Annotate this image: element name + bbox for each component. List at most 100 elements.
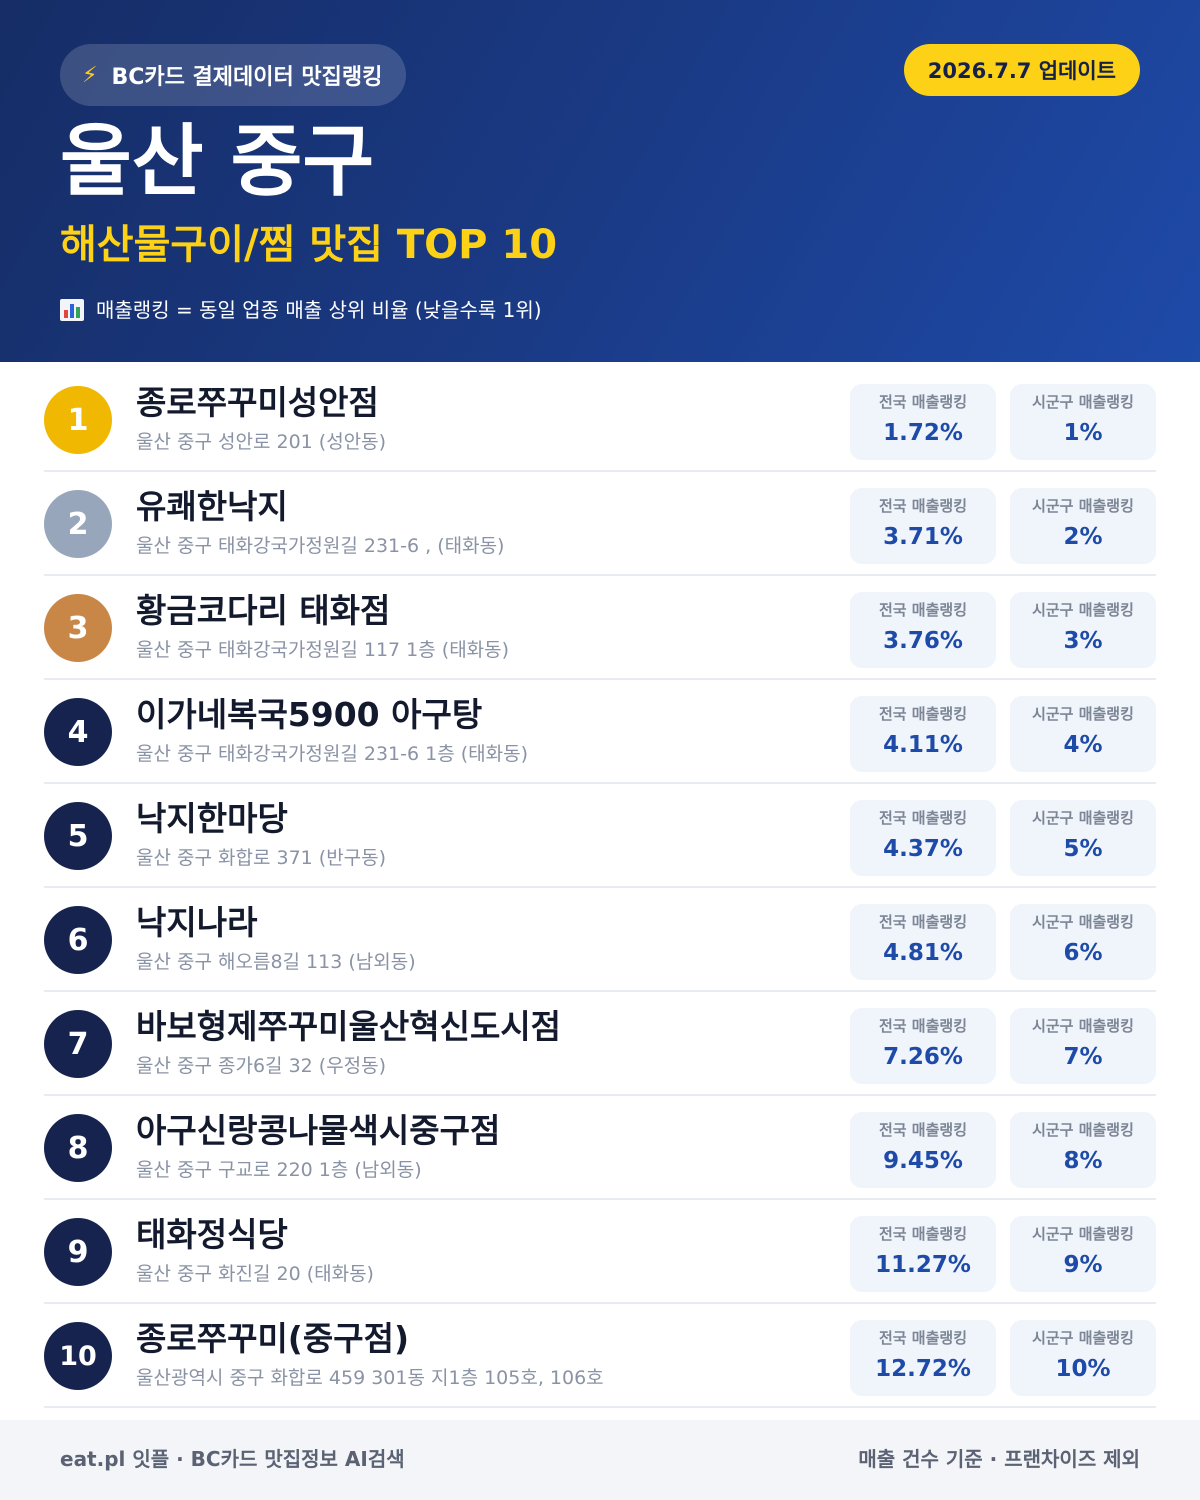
- local-ranking-value: 8%: [1063, 1148, 1103, 1174]
- restaurant-name[interactable]: 낙지한마당: [136, 799, 288, 838]
- update-date-badge: 2026.7.7 업데이트: [903, 44, 1140, 96]
- national-ranking-card: 전국 매출랭킹 1.72%: [850, 384, 996, 460]
- local-ranking-label: 시군구 매출랭킹: [1032, 1017, 1134, 1035]
- list-item[interactable]: 3 황금코다리 태화점 울산 중구 태화강국가정원길 117 1층 (태화동) 전국 …: [44, 576, 1156, 680]
- national-ranking-card: 전국 매출랭킹 9.45%: [850, 1112, 996, 1188]
- local-ranking-card: 시군구 매출랭킹 1%: [1010, 384, 1156, 460]
- local-ranking-label: 시군구 매출랭킹: [1032, 393, 1134, 411]
- local-ranking-label: 시군구 매출랭킹: [1032, 705, 1134, 723]
- rank-badge: 6: [44, 906, 112, 974]
- bar-chart-icon: [60, 299, 84, 321]
- region-title: 울산 중구: [60, 117, 375, 207]
- rank-badge: 4: [44, 698, 112, 766]
- national-ranking-card: 전국 매출랭킹 12.72%: [850, 1320, 996, 1396]
- local-ranking-card: 시군구 매출랭킹 5%: [1010, 800, 1156, 876]
- header-banner: ⚡ BC카드 결제데이터 맛집랭킹 2026.7.7 업데이트 울산 중구 해산…: [0, 0, 1200, 362]
- national-ranking-value: 3.71%: [883, 524, 963, 550]
- local-ranking-value: 6%: [1063, 940, 1103, 966]
- national-ranking-label: 전국 매출랭킹: [878, 1329, 968, 1347]
- national-ranking-card: 전국 매출랭킹 4.81%: [850, 904, 996, 980]
- national-ranking-label: 전국 매출랭킹: [878, 601, 968, 619]
- local-ranking-card: 시군구 매출랭킹 6%: [1010, 904, 1156, 980]
- rank-badge: 5: [44, 802, 112, 870]
- legend-text: 매출랭킹 = 동일 업종 매출 상위 비율 (낮을수록 1위): [96, 298, 542, 322]
- local-ranking-label: 시군구 매출랭킹: [1032, 601, 1134, 619]
- local-ranking-label: 시군구 매출랭킹: [1032, 497, 1134, 515]
- restaurant-address: 울산 중구 성안로 201 (성안동): [136, 431, 387, 453]
- restaurant-name[interactable]: 아구신랑콩나물색시중구점: [136, 1111, 501, 1150]
- restaurant-name[interactable]: 태화정식당: [136, 1215, 288, 1254]
- national-ranking-label: 전국 매출랭킹: [878, 497, 968, 515]
- restaurant-name[interactable]: 종로쭈꾸미성안점: [136, 383, 379, 422]
- local-ranking-value: 1%: [1063, 420, 1103, 446]
- national-ranking-value: 4.81%: [883, 940, 963, 966]
- list-item[interactable]: 8 아구신랑콩나물색시중구점 울산 중구 구교로 220 1층 (남외동) 전국 매출…: [44, 1096, 1156, 1200]
- rank-badge: 8: [44, 1114, 112, 1182]
- national-ranking-value: 1.72%: [883, 420, 963, 446]
- national-ranking-label: 전국 매출랭킹: [878, 913, 968, 931]
- local-ranking-card: 시군구 매출랭킹 9%: [1010, 1216, 1156, 1292]
- restaurant-name[interactable]: 종로쭈꾸미(중구점): [136, 1319, 410, 1358]
- restaurant-address: 울산 중구 태화강국가정원길 231-6 , (태화동): [136, 535, 505, 557]
- national-ranking-label: 전국 매출랭킹: [878, 393, 968, 411]
- local-ranking-value: 3%: [1063, 628, 1103, 654]
- footer-credit: eat.pl 잇플 · BC카드 맛집정보 AI검색: [60, 1447, 405, 1471]
- list-item[interactable]: 10 종로쭈꾸미(중구점) 울산광역시 중구 화합로 459 301동 지1층 10…: [44, 1304, 1156, 1408]
- local-ranking-card: 시군구 매출랭킹 4%: [1010, 696, 1156, 772]
- local-ranking-value: 9%: [1063, 1252, 1103, 1278]
- national-ranking-card: 전국 매출랭킹 4.11%: [850, 696, 996, 772]
- footer: eat.pl 잇플 · BC카드 맛집정보 AI검색 매출 건수 기준 · 프랜…: [0, 1420, 1200, 1500]
- local-ranking-value: 10%: [1055, 1356, 1111, 1382]
- local-ranking-card: 시군구 매출랭킹 8%: [1010, 1112, 1156, 1188]
- restaurant-address: 울산광역시 중구 화합로 459 301동 지1층 105호, 106호: [136, 1367, 604, 1389]
- national-ranking-card: 전국 매출랭킹 4.37%: [850, 800, 996, 876]
- restaurant-address: 울산 중구 태화강국가정원길 231-6 1층 (태화동): [136, 743, 529, 765]
- local-ranking-card: 시군구 매출랭킹 10%: [1010, 1320, 1156, 1396]
- rank-badge: 7: [44, 1010, 112, 1078]
- national-ranking-value: 9.45%: [883, 1148, 963, 1174]
- national-ranking-label: 전국 매출랭킹: [878, 705, 968, 723]
- local-ranking-card: 시군구 매출랭킹 2%: [1010, 488, 1156, 564]
- national-ranking-label: 전국 매출랭킹: [878, 1017, 968, 1035]
- restaurant-name[interactable]: 낙지나라: [136, 903, 258, 942]
- category-title: 해산물구이/찜 맛집 TOP 10: [60, 222, 558, 268]
- local-ranking-value: 2%: [1063, 524, 1103, 550]
- rank-badge: 3: [44, 594, 112, 662]
- restaurant-address: 울산 중구 종가6길 32 (우정동): [136, 1055, 387, 1077]
- national-ranking-card: 전국 매출랭킹 3.71%: [850, 488, 996, 564]
- restaurant-name[interactable]: 이가네복국5900 아구탕: [136, 695, 483, 734]
- local-ranking-value: 5%: [1063, 836, 1103, 862]
- local-ranking-label: 시군구 매출랭킹: [1032, 809, 1134, 827]
- national-ranking-value: 3.76%: [883, 628, 963, 654]
- national-ranking-card: 전국 매출랭킹 3.76%: [850, 592, 996, 668]
- rank-badge: 9: [44, 1218, 112, 1286]
- national-ranking-label: 전국 매출랭킹: [878, 809, 968, 827]
- local-ranking-card: 시군구 매출랭킹 7%: [1010, 1008, 1156, 1084]
- restaurant-address: 울산 중구 해오름8길 113 (남외동): [136, 951, 416, 973]
- restaurant-name[interactable]: 황금코다리 태화점: [136, 591, 391, 630]
- rank-badge: 10: [44, 1322, 112, 1390]
- list-item[interactable]: 9 태화정식당 울산 중구 화진길 20 (태화동) 전국 매출랭킹 11.27% 시군구…: [44, 1200, 1156, 1304]
- footer-note: 매출 건수 기준 · 프랜차이즈 제외: [858, 1447, 1140, 1471]
- local-ranking-value: 4%: [1063, 732, 1103, 758]
- rank-badge: 2: [44, 490, 112, 558]
- restaurant-name[interactable]: 바보형제쭈꾸미울산혁신도시점: [136, 1007, 562, 1046]
- national-ranking-value: 4.37%: [883, 836, 963, 862]
- local-ranking-label: 시군구 매출랭킹: [1032, 1225, 1134, 1243]
- source-badge: ⚡ BC카드 결제데이터 맛집랭킹: [60, 44, 407, 106]
- restaurant-address: 울산 중구 화합로 371 (반구동): [136, 847, 387, 869]
- rank-badge: 1: [44, 386, 112, 454]
- source-label: BC카드 결제데이터 맛집랭킹: [111, 65, 383, 90]
- national-ranking-label: 전국 매출랭킹: [878, 1121, 968, 1139]
- restaurant-name[interactable]: 유쾌한낙지: [136, 487, 288, 526]
- local-ranking-label: 시군구 매출랭킹: [1032, 913, 1134, 931]
- lightning-bolt-icon: ⚡: [82, 62, 98, 88]
